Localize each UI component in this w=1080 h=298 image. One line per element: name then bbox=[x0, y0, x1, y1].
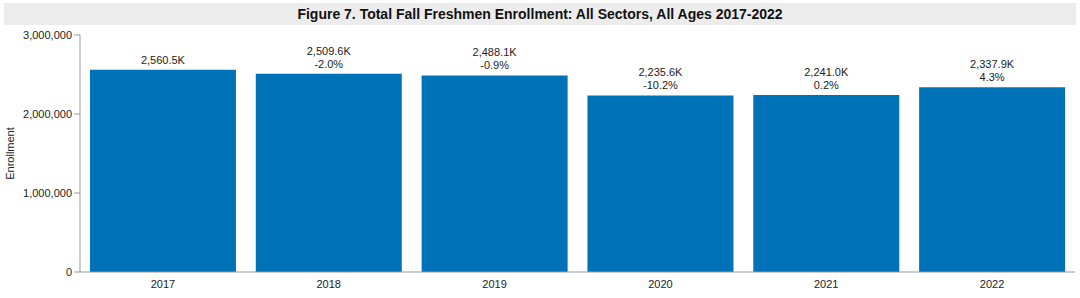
svg-text:4.3%: 4.3% bbox=[980, 71, 1005, 83]
svg-text:-10.2%: -10.2% bbox=[643, 79, 678, 91]
svg-text:2,235.6K: 2,235.6K bbox=[638, 66, 683, 78]
svg-text:2,000,000: 2,000,000 bbox=[23, 108, 72, 120]
svg-text:2021: 2021 bbox=[814, 278, 838, 290]
svg-text:2019: 2019 bbox=[482, 278, 506, 290]
html-text:Figure 7. Total Fall Freshmen: Figure 7. Total Fall Freshmen Enrollment… bbox=[297, 6, 783, 22]
svg-text:2,488.1K: 2,488.1K bbox=[473, 46, 518, 58]
svg-text:0.2%: 0.2% bbox=[814, 79, 839, 91]
svg-text:-2.0%: -2.0% bbox=[314, 58, 343, 70]
svg-text:2,337.9K: 2,337.9K bbox=[970, 58, 1015, 70]
svg-text:2018: 2018 bbox=[317, 278, 341, 290]
svg-text:Enrollment: Enrollment bbox=[8, 127, 16, 180]
svg-text:2,241.0K: 2,241.0K bbox=[804, 66, 849, 78]
svg-text:2020: 2020 bbox=[648, 278, 672, 290]
svg-text:0: 0 bbox=[66, 266, 72, 278]
svg-text:2022: 2022 bbox=[980, 278, 1004, 290]
svg-text:2,509.6K: 2,509.6K bbox=[307, 45, 352, 57]
svg-text:3,000,000: 3,000,000 bbox=[23, 29, 72, 41]
svg-text:1,000,000: 1,000,000 bbox=[23, 187, 72, 199]
svg-text:2,560.5K: 2,560.5K bbox=[141, 54, 186, 66]
svg-text:2017: 2017 bbox=[151, 278, 175, 290]
svg-text:-0.9%: -0.9% bbox=[480, 59, 509, 71]
